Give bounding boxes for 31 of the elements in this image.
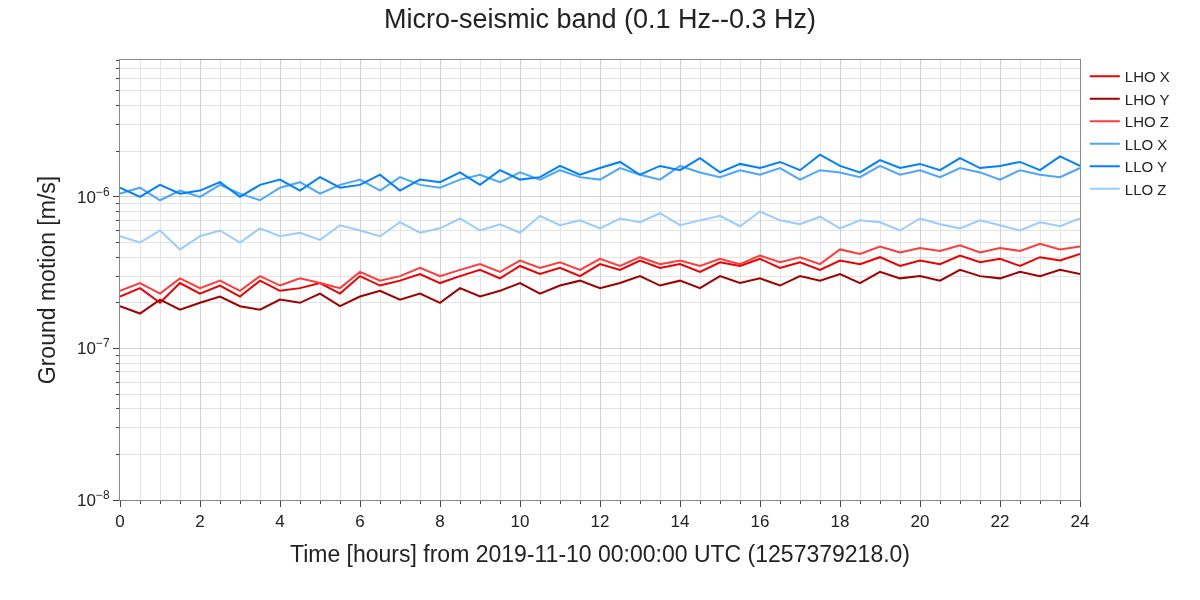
legend-label: LLO Z [1124,180,1167,198]
y-tick-label: 10$^{−6}$ [77,184,110,207]
legend-label: LHO Y [1124,90,1170,108]
x-tick-label: 8 [435,512,445,532]
line-series [120,252,1080,304]
x-tick-label: 20 [910,512,930,532]
legend-label: LHO X [1124,68,1170,86]
legend-label: LLO X [1124,135,1168,153]
line-series [120,242,1080,295]
y-tick-label: 10$^{−8}$ [77,487,110,510]
x-tick-label: 0 [115,512,125,532]
x-tick-label: 6 [355,512,365,532]
x-tick-label: 10 [510,512,530,532]
x-tick-label: 24 [1070,512,1090,532]
x-tick-label: 2 [195,512,205,532]
x-tick-label: 16 [750,512,770,532]
chart-title: Micro-seismic band (0.1 Hz--0.3 Hz) [383,3,817,34]
x-tick-label: 14 [670,512,690,532]
x-tick-label: 22 [990,512,1010,532]
x-tick-label: 12 [590,512,610,532]
line-series [120,164,1080,202]
line-series [120,268,1080,315]
line-series [120,153,1080,198]
line-series [120,210,1080,251]
legend-label: LLO Y [1124,158,1168,176]
legend-label: LHO Z [1124,113,1169,131]
y-axis-title: Ground motion [m/s] [33,175,60,385]
x-tick-label: 18 [830,512,850,532]
y-tick-label: 10$^{−7}$ [77,336,110,359]
x-axis-title: Time [hours] from 2019-11-10 00:00:00 UTC (1257379218.0) [289,541,911,567]
x-tick-label: 4 [275,512,285,532]
